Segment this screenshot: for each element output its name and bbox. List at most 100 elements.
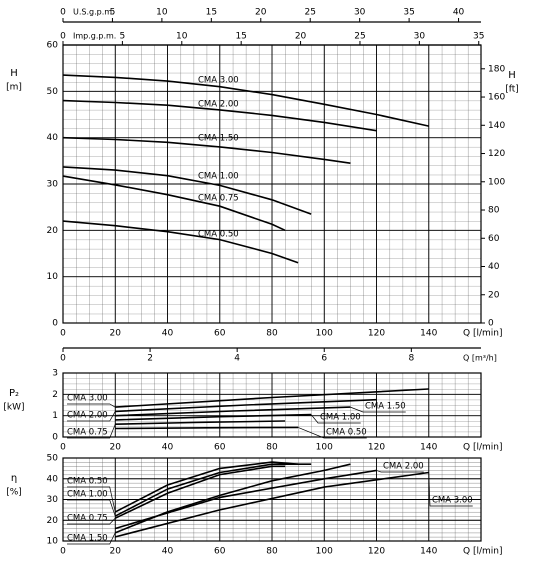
- line-series: [62, 175, 286, 232]
- axis-label: Imp.g.p.m.: [73, 32, 116, 41]
- tick-label: 0: [60, 354, 66, 364]
- x-tick-label: 100: [316, 329, 333, 339]
- tick-label: 20: [295, 32, 307, 42]
- y2-tick-label: 0: [488, 319, 494, 329]
- x-tick-label: 120: [368, 547, 385, 557]
- y2-tick-label: 60: [488, 234, 500, 244]
- y-axis-label: P₂: [9, 388, 19, 399]
- x-tick-label: 40: [162, 443, 174, 453]
- leader-line: [376, 470, 424, 473]
- line-series: [115, 471, 429, 538]
- leader-line: [350, 406, 406, 413]
- series-label: CMA 3.00: [432, 496, 473, 506]
- x-tick-label: 20: [110, 547, 122, 557]
- tick-label: 30: [354, 8, 366, 18]
- series-label: CMA 1.00: [67, 490, 108, 500]
- y2-tick-label: 140: [488, 121, 505, 131]
- series-label: CMA 1.50: [198, 134, 239, 144]
- leader-line: [297, 427, 367, 439]
- axis-label: Q [m³/h]: [463, 354, 497, 363]
- leader-line: [310, 414, 361, 424]
- x-tick-label: 80: [266, 329, 278, 339]
- series-label: CMA 3.00: [198, 76, 239, 86]
- leader-line: [67, 517, 116, 525]
- series-label: CMA 0.50: [67, 477, 108, 487]
- x-tick-label: 60: [214, 547, 226, 557]
- y-axis-unit: [%]: [6, 488, 22, 498]
- tick-label: 2: [147, 354, 153, 364]
- y-tick-label: 50: [47, 87, 59, 97]
- series-label: CMA 0.75: [198, 194, 239, 204]
- series-label: CMA 1.00: [198, 172, 239, 182]
- tick-label: 4: [234, 354, 240, 364]
- leader-line: [67, 499, 116, 517]
- y-tick-label: 10: [47, 537, 59, 547]
- line-series: [62, 136, 351, 164]
- series-label: CMA 0.50: [326, 428, 367, 438]
- tick-label: 20: [255, 8, 267, 18]
- leader-line: [67, 403, 116, 408]
- tick-label: 15: [235, 32, 246, 42]
- y-tick-label: 0: [52, 319, 58, 329]
- tick-label: 40: [453, 8, 465, 18]
- x-tick-label: 140: [420, 443, 437, 453]
- series-label: CMA 0.75: [67, 428, 108, 438]
- line-series: [62, 74, 429, 127]
- line-series: [115, 406, 351, 417]
- y-tick-label: 3: [52, 369, 58, 379]
- tick-label: 25: [354, 32, 365, 42]
- x-axis-label: Q [l/min]: [463, 329, 502, 339]
- y-tick-label: 10: [47, 272, 59, 282]
- leader-line: [428, 472, 473, 507]
- x-tick-label: 100: [316, 443, 333, 453]
- y-tick-label: 2: [52, 390, 58, 400]
- y-tick-label: 40: [47, 133, 59, 143]
- series-label: CMA 2.00: [198, 100, 239, 110]
- y-tick-label: 50: [47, 454, 59, 464]
- leader-line: [67, 532, 116, 545]
- x-tick-label: 40: [162, 329, 174, 339]
- tick-label: 10: [176, 32, 188, 42]
- y2-axis-unit: [ft]: [505, 85, 519, 95]
- series-label: CMA 2.00: [383, 462, 424, 472]
- y-tick-label: 1: [52, 411, 58, 421]
- x-tick-label: 0: [60, 443, 66, 453]
- y-tick-label: 20: [47, 226, 59, 236]
- line-series: [115, 388, 429, 408]
- y-tick-label: 40: [47, 474, 59, 484]
- series-label: CMA 1.50: [67, 534, 108, 544]
- y-tick-label: 20: [47, 516, 59, 526]
- y-tick-label: 30: [47, 495, 59, 505]
- line-series: [115, 398, 377, 413]
- line-series: [115, 426, 299, 430]
- line-series: [114, 461, 299, 513]
- line-series: [62, 166, 312, 215]
- tick-label: 15: [206, 8, 217, 18]
- y-tick-label: 30: [47, 180, 59, 190]
- line-series: [62, 220, 299, 264]
- y2-tick-label: 120: [488, 149, 505, 159]
- y-tick-label: 0: [52, 433, 58, 443]
- x-tick-label: 80: [266, 547, 278, 557]
- tick-label: 10: [156, 8, 168, 18]
- leader-line: [67, 411, 116, 422]
- tick-label: 0: [60, 8, 66, 18]
- tick-label: 35: [473, 32, 484, 42]
- y-tick-label: 60: [47, 41, 59, 51]
- line-series: [114, 463, 312, 517]
- y2-tick-label: 100: [488, 177, 505, 187]
- x-tick-label: 140: [420, 547, 437, 557]
- tick-label: 30: [414, 32, 426, 42]
- series-label: CMA 3.00: [67, 394, 108, 404]
- y-axis-unit: [m]: [6, 83, 22, 93]
- tick-label: 8: [408, 354, 414, 364]
- line-series: [115, 420, 286, 425]
- x-axis-label: Q [l/min]: [463, 547, 502, 557]
- x-tick-label: 0: [60, 547, 66, 557]
- tick-label: 0: [60, 32, 66, 42]
- y-axis-unit: [kW]: [3, 403, 24, 413]
- series-label: CMA 1.00: [320, 413, 361, 423]
- y2-axis-label: H: [508, 70, 516, 81]
- tick-label: 6: [321, 354, 327, 364]
